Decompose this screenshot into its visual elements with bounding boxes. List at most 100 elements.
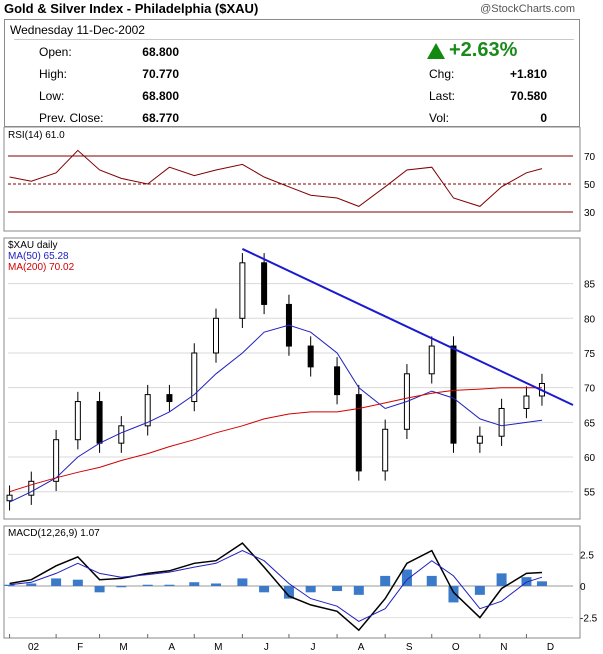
- prev-close-value: 68.770: [142, 111, 179, 125]
- x-tick-label: F: [77, 642, 83, 653]
- price-candle: [334, 357, 341, 405]
- price-panel: [3, 237, 581, 520]
- price-candle: [307, 336, 314, 377]
- up-arrow-icon: [427, 43, 445, 59]
- x-tick-label: N: [500, 642, 507, 653]
- rsi-tick-label: 50: [584, 180, 596, 191]
- x-tick-label: J: [310, 642, 315, 653]
- open-value: 68.800: [142, 45, 179, 59]
- x-tick-label: S: [406, 642, 413, 653]
- volume-label: Vol:: [429, 111, 450, 125]
- volume-value: 0: [540, 111, 547, 125]
- price-candle: [74, 391, 81, 450]
- price-candle: [144, 384, 151, 436]
- macd-histogram-bar: [305, 586, 316, 593]
- prev-close-label: Prev. Close:: [39, 111, 104, 125]
- open-label: Open:: [39, 45, 72, 59]
- ma200-legend: MA(200) 70.02: [8, 262, 75, 273]
- chart-title: Gold & Silver Index - Philadelphia ($XAU…: [4, 1, 259, 16]
- high-value: 70.770: [142, 67, 179, 81]
- macd-tick-label: 0: [580, 582, 586, 593]
- percent-change: +2.63%: [449, 39, 518, 61]
- macd-histogram-bar: [401, 569, 412, 586]
- brand-watermark: @StockCharts.com: [480, 3, 575, 15]
- last-value: 70.580: [510, 89, 547, 103]
- macd-title: MACD(12,26,9) 1.07: [8, 528, 100, 539]
- rsi-line: [9, 149, 543, 207]
- macd-histogram-bar: [210, 583, 221, 586]
- price-tick-label: 75: [584, 349, 596, 360]
- last-label: Last:: [429, 89, 456, 103]
- resistance-trendline: [241, 248, 574, 406]
- quote-date: Wednesday 11-Dec-2002: [10, 23, 145, 37]
- price-candle: [191, 343, 198, 412]
- low-value: 68.800: [142, 89, 179, 103]
- rsi-tick-label: 30: [584, 208, 596, 219]
- price-candle: [6, 485, 13, 511]
- macd-histogram-bar: [164, 584, 175, 586]
- chart-area: 30 50 70 RSI(14) 61.0 55 60 65 70 75 80 85 $XAU …: [3, 127, 598, 653]
- x-tick-label: J: [264, 642, 269, 653]
- price-tick-label: 60: [584, 453, 596, 464]
- quote-summary-panel: Wednesday 11-Dec-2002 Open: 68.800 High:…: [4, 19, 580, 127]
- macd-histogram-bar: [380, 575, 391, 586]
- macd-histogram-bar: [189, 582, 200, 586]
- macd-histogram-bar: [536, 581, 547, 586]
- price-candle: [28, 471, 35, 505]
- price-title: $XAU daily: [8, 240, 57, 251]
- macd-histogram-bar: [72, 579, 83, 586]
- macd-signal-line: [9, 550, 543, 622]
- price-candle: [498, 398, 505, 446]
- low-label: Low:: [39, 89, 65, 103]
- x-tick-label: A: [168, 642, 175, 653]
- rsi-title: RSI(14) 61.0: [8, 130, 65, 141]
- rsi-panel: [3, 127, 581, 232]
- price-tick-label: 55: [584, 488, 596, 499]
- ma200-line: [9, 387, 542, 493]
- x-tick-label: A: [358, 642, 365, 653]
- macd-histogram-bar: [51, 578, 62, 586]
- macd-histogram-bar: [94, 586, 105, 593]
- macd-panel: [3, 525, 581, 639]
- x-tick-label: 02: [28, 642, 40, 653]
- x-tick-label: M: [119, 642, 127, 653]
- rsi-tick-label: 70: [584, 152, 596, 163]
- macd-line: [9, 542, 543, 632]
- x-tick-label: O: [452, 642, 460, 653]
- price-candle: [382, 419, 389, 481]
- macd-histogram-bar: [26, 583, 37, 586]
- macd-histogram-bar: [353, 586, 364, 595]
- price-candle: [355, 384, 362, 481]
- x-tick-label: M: [214, 642, 222, 653]
- ma50-line: [9, 324, 543, 503]
- macd-histogram-bar: [521, 577, 532, 586]
- macd-histogram-bar: [332, 586, 343, 592]
- price-tick-label: 65: [584, 418, 596, 429]
- macd-histogram-bar: [283, 586, 294, 599]
- macd-tick-label: 2.5: [580, 550, 594, 561]
- price-candle: [53, 429, 60, 492]
- x-tick-label: D: [547, 642, 554, 653]
- price-candle: [523, 386, 530, 419]
- macd-histogram-bar: [116, 586, 127, 588]
- macd-histogram-bar: [448, 586, 459, 603]
- price-tick-label: 70: [584, 384, 596, 395]
- macd-histogram-bar: [259, 586, 270, 593]
- macd-histogram-bar: [426, 575, 437, 586]
- change-label: Chg:: [429, 67, 455, 81]
- macd-histogram-bar: [237, 578, 248, 586]
- high-label: High:: [39, 67, 68, 81]
- price-candle: [239, 253, 246, 329]
- macd-histogram-bar: [142, 584, 153, 586]
- price-candle: [450, 336, 457, 453]
- price-tick-label: 80: [584, 314, 596, 325]
- macd-histogram-bar: [496, 573, 507, 586]
- price-candle: [476, 426, 483, 453]
- change-value: +1.810: [509, 67, 547, 81]
- price-candle: [166, 384, 173, 412]
- price-candle: [261, 253, 268, 315]
- price-candle: [428, 336, 435, 384]
- price-tick-label: 85: [584, 280, 596, 291]
- macd-histogram-bar: [4, 584, 15, 586]
- macd-histogram-bar: [474, 586, 485, 595]
